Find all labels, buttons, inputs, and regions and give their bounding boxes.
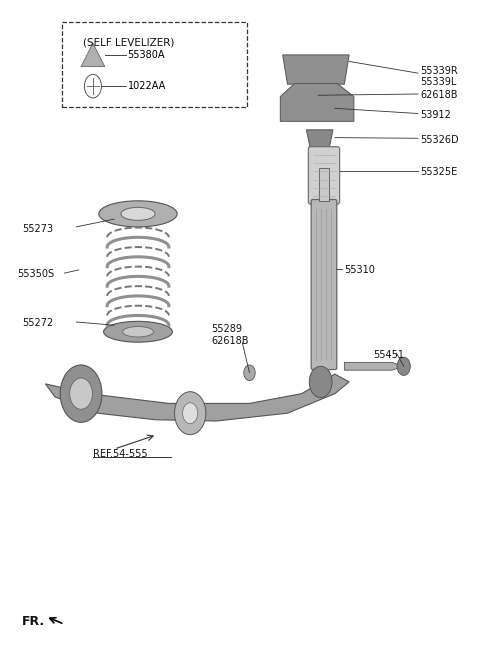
Circle shape: [244, 365, 255, 380]
Circle shape: [175, 392, 206, 435]
Text: REF.54-555: REF.54-555: [93, 449, 147, 459]
Bar: [319, 168, 329, 202]
Ellipse shape: [99, 201, 177, 227]
FancyBboxPatch shape: [311, 200, 337, 369]
Text: 1022AA: 1022AA: [128, 81, 166, 91]
Polygon shape: [280, 83, 354, 122]
Ellipse shape: [104, 321, 172, 342]
Text: 55325E: 55325E: [420, 167, 457, 177]
Text: 55339R
55339L: 55339R 55339L: [420, 66, 458, 87]
Text: FR.: FR.: [22, 615, 45, 628]
Polygon shape: [46, 374, 349, 421]
Text: 55272: 55272: [22, 318, 53, 328]
Ellipse shape: [121, 208, 155, 220]
Circle shape: [60, 365, 102, 422]
Polygon shape: [306, 130, 333, 148]
Text: 55273: 55273: [22, 224, 53, 234]
Circle shape: [84, 74, 101, 98]
Text: 55350S: 55350S: [17, 269, 54, 279]
Text: 55451: 55451: [373, 350, 404, 359]
Polygon shape: [81, 43, 105, 66]
Circle shape: [182, 403, 198, 424]
Text: 55289
62618B: 55289 62618B: [212, 324, 249, 346]
Ellipse shape: [122, 327, 154, 337]
Text: 53912: 53912: [420, 110, 451, 120]
Text: 55326D: 55326D: [420, 135, 459, 145]
Circle shape: [301, 84, 317, 106]
Circle shape: [304, 89, 313, 101]
Text: (SELF LEVELIZER): (SELF LEVELIZER): [84, 37, 175, 47]
Polygon shape: [283, 55, 349, 84]
Circle shape: [397, 357, 410, 375]
FancyBboxPatch shape: [62, 22, 247, 107]
Text: 62618B: 62618B: [420, 90, 458, 101]
Text: 55310: 55310: [344, 265, 375, 275]
Text: 55380A: 55380A: [128, 50, 165, 60]
Circle shape: [309, 367, 332, 397]
FancyBboxPatch shape: [308, 147, 340, 204]
Polygon shape: [344, 363, 404, 370]
Circle shape: [70, 378, 93, 409]
